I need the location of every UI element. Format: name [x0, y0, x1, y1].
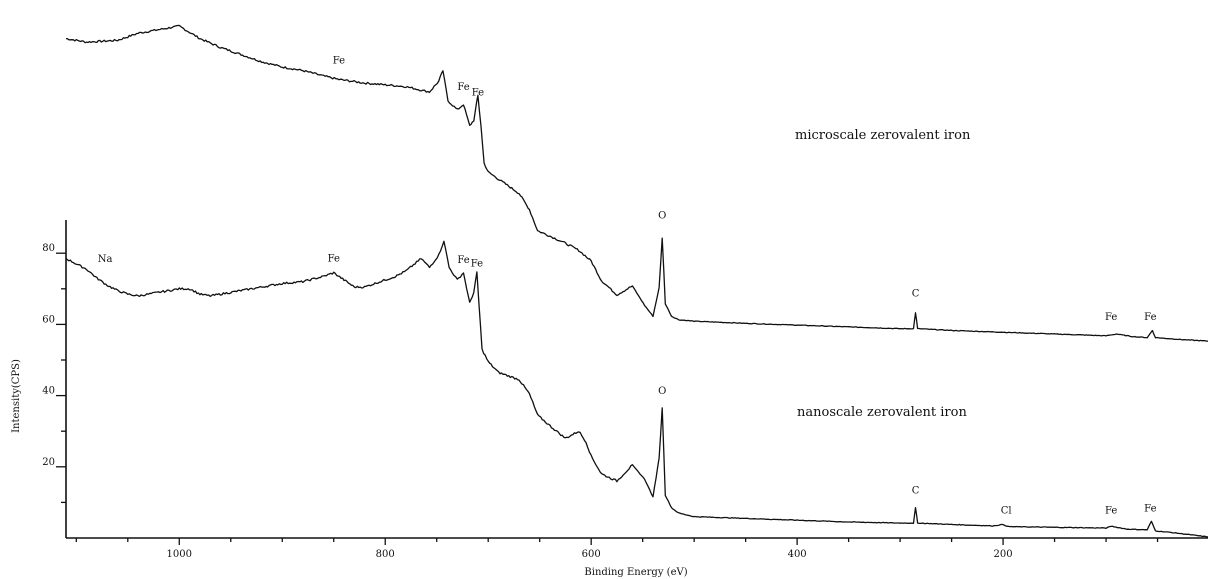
- x-tick-label: 600: [582, 549, 601, 560]
- peak-label-cl: Cl: [1001, 505, 1012, 516]
- peak-label-na: Na: [98, 254, 113, 265]
- y-tick-label: 40: [42, 386, 55, 397]
- spectra: [65, 24, 1208, 538]
- x-tick-label: 200: [994, 549, 1013, 560]
- peak-label-c: C: [912, 486, 920, 497]
- series-name-nanoscale: nanoscale zerovalent iron: [797, 405, 967, 420]
- peak-label-fe: Fe: [472, 87, 484, 98]
- peak-label-o: O: [658, 210, 666, 221]
- peak-label-fe: Fe: [457, 82, 469, 93]
- peak-label-fe: Fe: [1144, 312, 1156, 323]
- axes: 1000 800 600 400 200 20 40 60 80: [42, 220, 1208, 560]
- x-tick-label: 400: [788, 549, 807, 560]
- peak-label-o: O: [658, 386, 666, 397]
- trace-microscale: [65, 24, 1208, 342]
- peak-label-fe: Fe: [328, 253, 340, 264]
- peak-label-fe: Fe: [333, 55, 345, 66]
- y-axis-title: Intensity(CPS): [11, 359, 22, 433]
- y-tick-label: 80: [42, 243, 55, 254]
- x-tick-label: 1000: [167, 549, 192, 560]
- series-name-microscale: microscale zerovalent iron: [795, 128, 971, 143]
- peak-label-fe: Fe: [1144, 503, 1156, 514]
- x-axis-title: Binding Energy (eV): [584, 567, 687, 578]
- x-tick-label: 800: [376, 549, 395, 560]
- peak-label-fe: Fe: [1105, 312, 1117, 323]
- trace-nanoscale: [65, 240, 1208, 538]
- peak-label-fe: Fe: [457, 255, 469, 266]
- y-tick-label: 60: [42, 314, 55, 325]
- peak-label-fe: Fe: [471, 259, 483, 270]
- peak-label-c: C: [912, 289, 920, 300]
- y-tick-label: 20: [42, 457, 55, 468]
- peak-label-fe: Fe: [1105, 505, 1117, 516]
